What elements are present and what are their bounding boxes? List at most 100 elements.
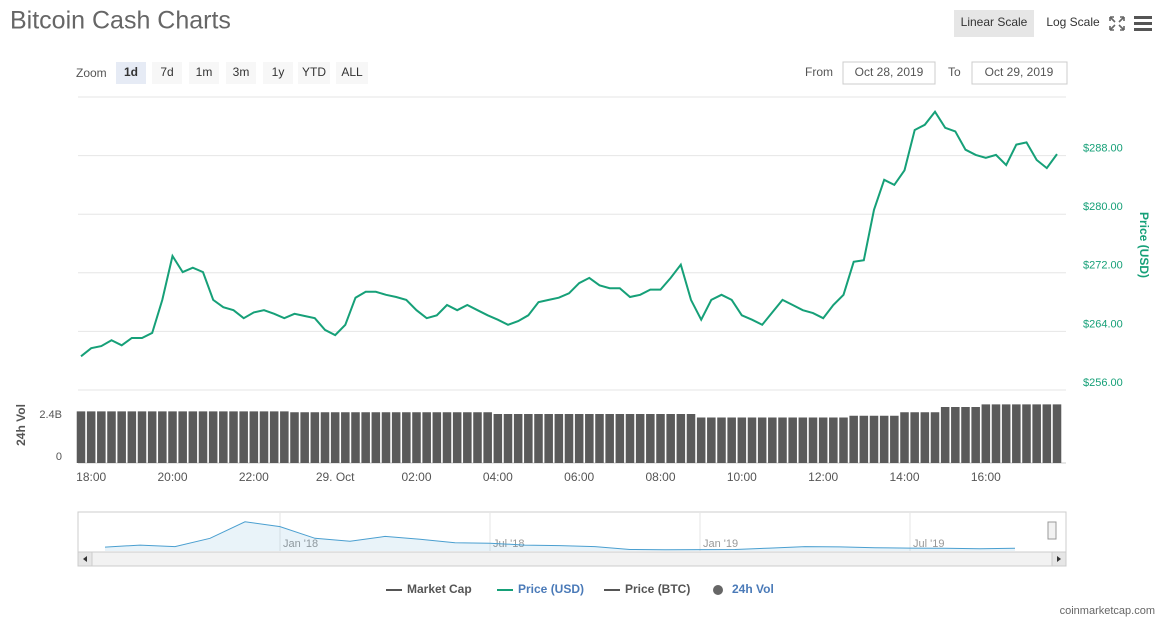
volume-bar xyxy=(432,412,442,463)
volume-bar xyxy=(991,404,1001,463)
volume-bar xyxy=(696,417,706,463)
volume-bar xyxy=(239,411,248,463)
volume-bar xyxy=(473,412,482,463)
volume-bar xyxy=(676,414,686,463)
volume-bar xyxy=(879,415,889,463)
zoom-button-bg[interactable] xyxy=(263,62,293,84)
volume-bar xyxy=(818,417,828,463)
from-date[interactable]: Oct 28, 2019 xyxy=(855,65,924,79)
legend-item[interactable]: 24h Vol xyxy=(732,582,774,596)
volume-bar xyxy=(229,411,238,463)
volume-bar xyxy=(320,412,330,463)
volume-bar xyxy=(585,414,594,463)
volume-bar xyxy=(381,412,391,463)
y-axis-title: 24h Vol xyxy=(14,404,28,446)
legend-marker[interactable] xyxy=(713,585,723,595)
volume-bar xyxy=(137,411,147,463)
zoom-button-bg[interactable] xyxy=(152,62,182,84)
x-tick-label: 10:00 xyxy=(727,470,757,484)
x-tick-label: 29. Oct xyxy=(316,470,355,484)
volume-bar xyxy=(615,414,625,463)
navigator-handle[interactable] xyxy=(1047,521,1057,540)
navigator-area xyxy=(105,521,1015,551)
volume-bar xyxy=(534,414,543,463)
volume-bar xyxy=(890,415,899,463)
volume-bar xyxy=(412,412,421,463)
x-tick-label: 04:00 xyxy=(483,470,513,484)
zoom-button-bg[interactable] xyxy=(116,62,146,84)
from-input[interactable] xyxy=(842,61,936,85)
legend-item[interactable]: Price (BTC) xyxy=(625,582,690,596)
volume-bar xyxy=(910,412,919,463)
to-date[interactable]: Oct 29, 2019 xyxy=(985,65,1054,79)
volume-bar xyxy=(76,411,86,463)
scroll-right-arrow xyxy=(1057,556,1061,562)
x-tick-label: 02:00 xyxy=(401,470,431,484)
y-tick-label: $256.00 xyxy=(1083,377,1123,389)
menu-icon[interactable] xyxy=(1134,16,1152,31)
zoom-button[interactable]: 1y xyxy=(272,65,285,79)
volume-bar xyxy=(361,412,370,463)
x-tick-label: 14:00 xyxy=(889,470,919,484)
legend-item[interactable]: Price (USD) xyxy=(518,582,584,596)
volume-bar xyxy=(452,412,462,463)
navigator-scrollbar[interactable] xyxy=(77,551,1067,567)
volume-bar xyxy=(717,417,726,463)
legend-item[interactable]: Market Cap xyxy=(407,582,472,596)
volume-bar xyxy=(280,411,289,463)
zoom-button-bg[interactable] xyxy=(336,62,368,84)
zoom-button[interactable]: 3m xyxy=(233,65,250,79)
page-title: Bitcoin Cash Charts xyxy=(10,7,231,35)
volume-bar xyxy=(788,417,797,463)
volume-bar xyxy=(574,414,584,463)
volume-bar xyxy=(371,412,381,463)
volume-bar xyxy=(635,414,645,463)
y-tick-label: $272.00 xyxy=(1083,260,1123,272)
volume-bar xyxy=(829,417,838,463)
navigator-label: Jul '19 xyxy=(913,538,944,550)
volume-bar xyxy=(330,412,340,463)
volume-bar xyxy=(859,415,869,463)
zoom-button[interactable]: 1d xyxy=(124,65,138,79)
navigator-label: Jan '18 xyxy=(283,538,318,550)
zoom-button[interactable]: YTD xyxy=(302,65,326,79)
volume-bar xyxy=(249,411,259,463)
volume-bar xyxy=(351,412,360,463)
footer-source: coinmarketcap.com xyxy=(1060,605,1155,617)
x-tick-label: 20:00 xyxy=(157,470,187,484)
volume-bar xyxy=(808,417,818,463)
fullscreen-icon[interactable] xyxy=(1109,16,1125,31)
volume-bar xyxy=(168,411,177,463)
scale-button[interactable]: Log Scale xyxy=(1046,15,1100,29)
x-tick-label: 22:00 xyxy=(239,470,269,484)
volume-bar xyxy=(768,417,777,463)
zoom-button-bg[interactable] xyxy=(189,62,219,84)
volume-bar xyxy=(219,411,228,463)
volume-bar xyxy=(1052,404,1062,463)
volume-bar xyxy=(97,411,106,463)
volume-bar xyxy=(513,414,523,463)
zoom-button[interactable]: 1m xyxy=(196,65,213,79)
zoom-button[interactable]: 7d xyxy=(160,65,173,79)
scroll-left-arrow xyxy=(83,556,87,562)
scale-button-bg[interactable] xyxy=(954,10,1034,37)
volume-bar xyxy=(646,414,655,463)
zoom-button[interactable]: ALL xyxy=(341,65,363,79)
volume-bar xyxy=(686,414,696,463)
volume-bar xyxy=(503,414,513,463)
volume-bar xyxy=(951,407,960,463)
scale-button[interactable]: Linear Scale xyxy=(961,15,1028,29)
x-tick-label: 18:00 xyxy=(76,470,106,484)
to-input[interactable] xyxy=(971,61,1068,85)
y-tick-label: $280.00 xyxy=(1083,201,1123,213)
y-tick-label: $264.00 xyxy=(1083,318,1123,330)
y-axis-title: Price (USD) xyxy=(1137,212,1151,278)
volume-bar xyxy=(442,412,452,463)
volume-bar xyxy=(737,417,747,463)
volume-bar xyxy=(747,417,757,463)
zoom-button-bg[interactable] xyxy=(226,62,256,84)
zoom-button-bg[interactable] xyxy=(298,62,330,84)
volume-bar xyxy=(940,407,950,463)
x-tick-label: 12:00 xyxy=(808,470,838,484)
